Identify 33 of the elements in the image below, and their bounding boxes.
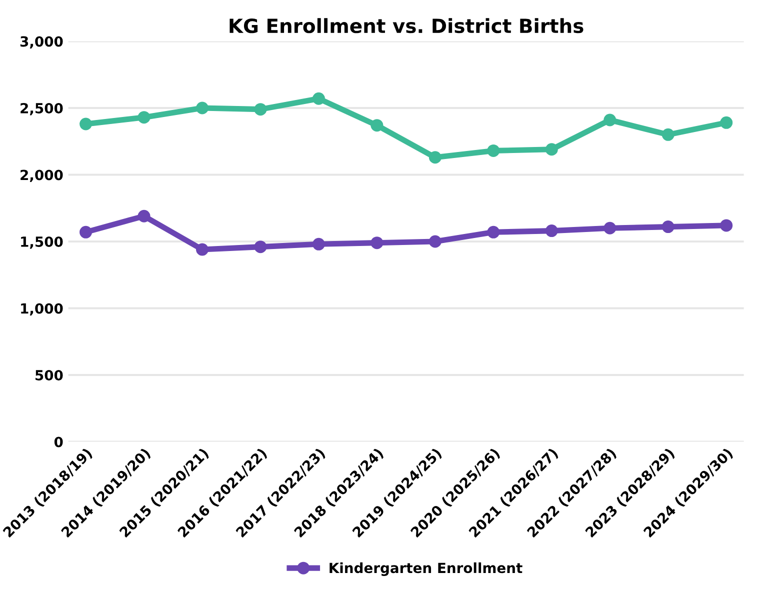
chart-title: KG Enrollment vs. District Births bbox=[230, 18, 584, 34]
point bbox=[370, 119, 384, 132]
point bbox=[254, 240, 267, 254]
point bbox=[545, 224, 558, 238]
point bbox=[196, 243, 208, 256]
y-tick-label: 2,000 bbox=[20, 170, 63, 182]
point bbox=[487, 144, 500, 157]
y-tick-label: 0 bbox=[54, 436, 63, 448]
point bbox=[662, 220, 674, 234]
point bbox=[196, 102, 208, 114]
point bbox=[720, 116, 733, 129]
point bbox=[487, 226, 500, 238]
point bbox=[662, 128, 674, 141]
point bbox=[80, 118, 92, 130]
point bbox=[428, 235, 442, 248]
y-tick-label: 1,000 bbox=[21, 303, 63, 316]
y-tick-label: 3,000 bbox=[20, 36, 63, 48]
point bbox=[138, 111, 150, 124]
point bbox=[370, 236, 384, 250]
point bbox=[428, 151, 442, 164]
point bbox=[312, 238, 325, 250]
y-tick-label: 2,500 bbox=[20, 102, 63, 116]
legend-label: Kindergarten Enrollment bbox=[330, 562, 522, 576]
y-tick-label: 500 bbox=[36, 370, 63, 380]
point bbox=[545, 143, 558, 156]
point bbox=[720, 219, 733, 232]
point bbox=[312, 92, 325, 105]
point bbox=[604, 222, 616, 234]
point bbox=[80, 226, 92, 238]
y-tick-label: 1,500 bbox=[21, 236, 63, 249]
point bbox=[604, 114, 616, 126]
point bbox=[138, 210, 150, 222]
point bbox=[254, 103, 267, 116]
